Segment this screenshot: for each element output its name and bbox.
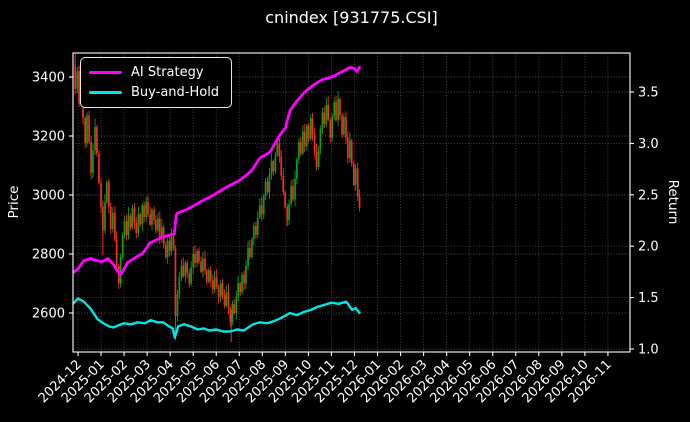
price-tick-label: 2600	[32, 307, 65, 322]
return-tick-label: 3.5	[638, 86, 659, 101]
legend: AI Strategy Buy-and-Hold	[80, 57, 233, 108]
legend-item-ai-strategy: AI Strategy	[89, 65, 219, 80]
ai-strategy-line-swatch	[89, 71, 122, 74]
legend-label: AI Strategy	[131, 65, 204, 80]
candlestick-series	[74, 53, 361, 342]
return-axis-label: Return	[665, 179, 681, 225]
chart-title: cnindex [931775.CSI]	[265, 8, 438, 27]
return-tick-label: 1.5	[638, 291, 659, 306]
price-tick-label: 3200	[32, 130, 65, 145]
legend-item-buy-and-hold: Buy-and-Hold	[89, 85, 219, 100]
price-tick-label: 3400	[32, 71, 65, 86]
return-tick-label: 3.0	[638, 137, 659, 152]
return-tick-label: 1.0	[638, 343, 659, 358]
price-tick-label: 2800	[32, 248, 65, 263]
ai-strategy-line	[73, 65, 361, 276]
return-tick-label: 2.5	[638, 188, 659, 203]
legend-label: Buy-and-Hold	[131, 85, 220, 100]
tick-labels: 260028003000320034001.01.52.02.53.03.520…	[32, 71, 659, 407]
price-axis-label: Price	[6, 185, 22, 219]
tick-marks	[69, 76, 634, 356]
buy-and-hold-line	[73, 297, 361, 339]
price-tick-label: 3000	[32, 189, 65, 204]
buy-and-hold-line-swatch	[89, 91, 122, 94]
plot-area	[73, 53, 361, 342]
plot-border	[72, 52, 631, 353]
return-tick-label: 2.0	[638, 240, 659, 255]
